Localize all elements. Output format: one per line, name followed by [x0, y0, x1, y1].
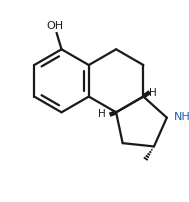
Text: NH: NH	[174, 112, 189, 122]
Text: H: H	[149, 88, 156, 98]
Text: H: H	[98, 109, 106, 119]
Text: OH: OH	[46, 21, 64, 31]
